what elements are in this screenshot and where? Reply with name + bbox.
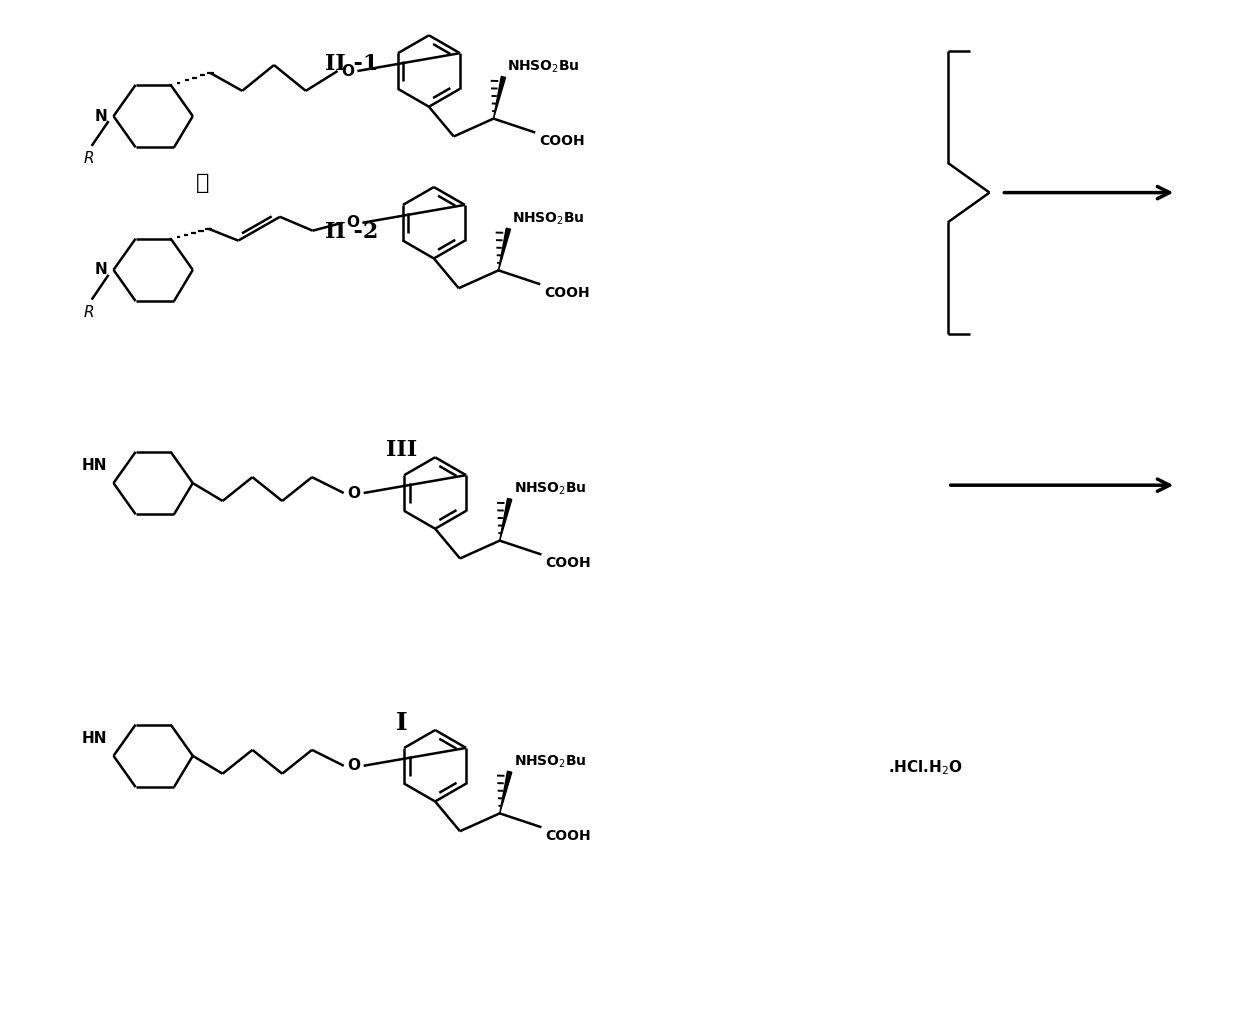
Text: O: O — [347, 758, 360, 773]
Text: NHSO$_2$Bu: NHSO$_2$Bu — [507, 59, 580, 75]
Text: N: N — [94, 109, 108, 124]
Polygon shape — [500, 498, 512, 541]
Text: III: III — [386, 439, 417, 462]
Text: 或: 或 — [196, 173, 210, 193]
Polygon shape — [500, 771, 512, 813]
Text: COOH: COOH — [546, 556, 591, 570]
Text: HN: HN — [82, 458, 108, 473]
Text: NHSO$_2$Bu: NHSO$_2$Bu — [512, 210, 585, 226]
Text: COOH: COOH — [544, 286, 590, 300]
Text: II -2: II -2 — [325, 221, 378, 244]
Text: NHSO$_2$Bu: NHSO$_2$Bu — [513, 480, 587, 497]
Text: I: I — [396, 712, 407, 735]
Text: COOH: COOH — [539, 135, 585, 148]
Text: O: O — [347, 485, 360, 500]
Text: NHSO$_2$Bu: NHSO$_2$Bu — [513, 753, 587, 769]
Text: HN: HN — [82, 731, 108, 746]
Text: COOH: COOH — [546, 829, 591, 843]
Polygon shape — [498, 228, 511, 270]
Text: R: R — [83, 151, 94, 165]
Text: O: O — [341, 64, 353, 78]
Text: II -1: II -1 — [325, 53, 378, 75]
Text: N: N — [94, 262, 108, 277]
Text: .HCl.H$_2$O: .HCl.H$_2$O — [888, 758, 963, 777]
Text: O: O — [346, 215, 358, 230]
Text: R: R — [83, 304, 94, 320]
Polygon shape — [494, 76, 506, 119]
